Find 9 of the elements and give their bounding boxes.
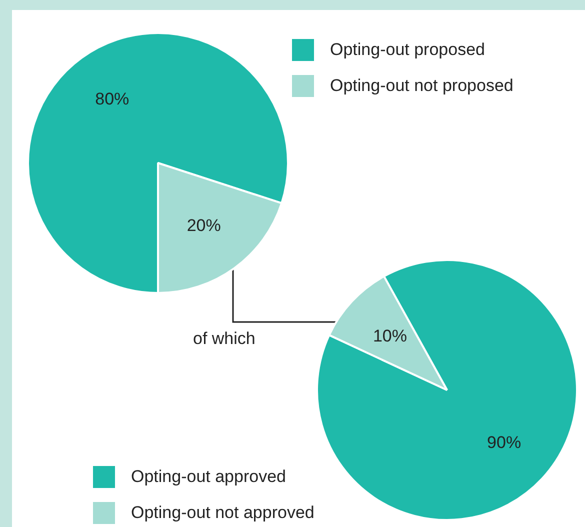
data-label: 20% (186, 216, 221, 235)
data-label: 80% (95, 90, 130, 109)
legend-label: Opting-out not proposed (330, 76, 514, 96)
data-label: 10% (372, 326, 407, 346)
legend-label: Opting-out proposed (330, 40, 485, 60)
data-label: 90% (487, 432, 522, 452)
legend-label: Opting-out not approved (131, 503, 314, 523)
text: of which (193, 329, 256, 349)
legend-label: Opting-out approved (131, 467, 286, 487)
